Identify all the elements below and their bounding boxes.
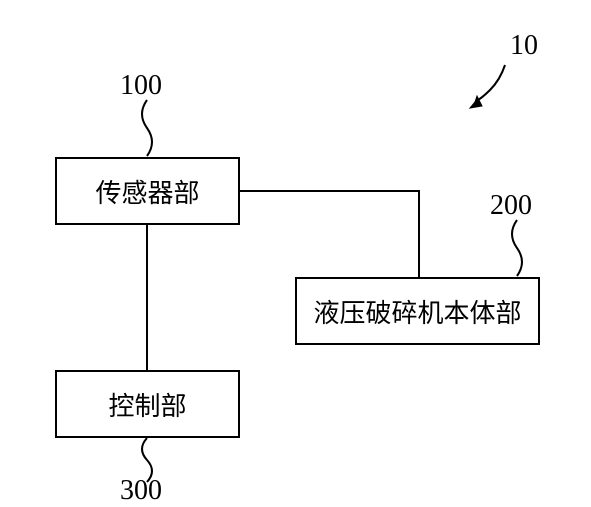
control-box-label: 控制部	[108, 386, 186, 423]
crusher-ref-leader	[505, 220, 535, 278]
sensor-ref-leader	[135, 100, 165, 158]
crusher-ref-label: 200	[490, 190, 532, 222]
control-ref-label: 300	[120, 475, 162, 507]
edge-sensor-crusher-h	[240, 190, 420, 192]
control-box: 控制部	[55, 370, 240, 438]
edge-sensor-control	[146, 225, 148, 370]
crusher-box-label: 液压破碎机本体部	[313, 293, 521, 330]
crusher-box: 液压破碎机本体部	[295, 277, 540, 345]
system-ref-arrow	[460, 60, 515, 115]
diagram-canvas: 10 100 传感器部 200 液压破碎机本体部 控制部 300	[0, 0, 591, 503]
edge-sensor-crusher-v	[418, 190, 420, 277]
sensor-box-label: 传感器部	[95, 173, 199, 210]
sensor-box: 传感器部	[55, 157, 240, 225]
sensor-ref-label: 100	[120, 70, 162, 102]
system-ref-label: 10	[510, 30, 538, 62]
